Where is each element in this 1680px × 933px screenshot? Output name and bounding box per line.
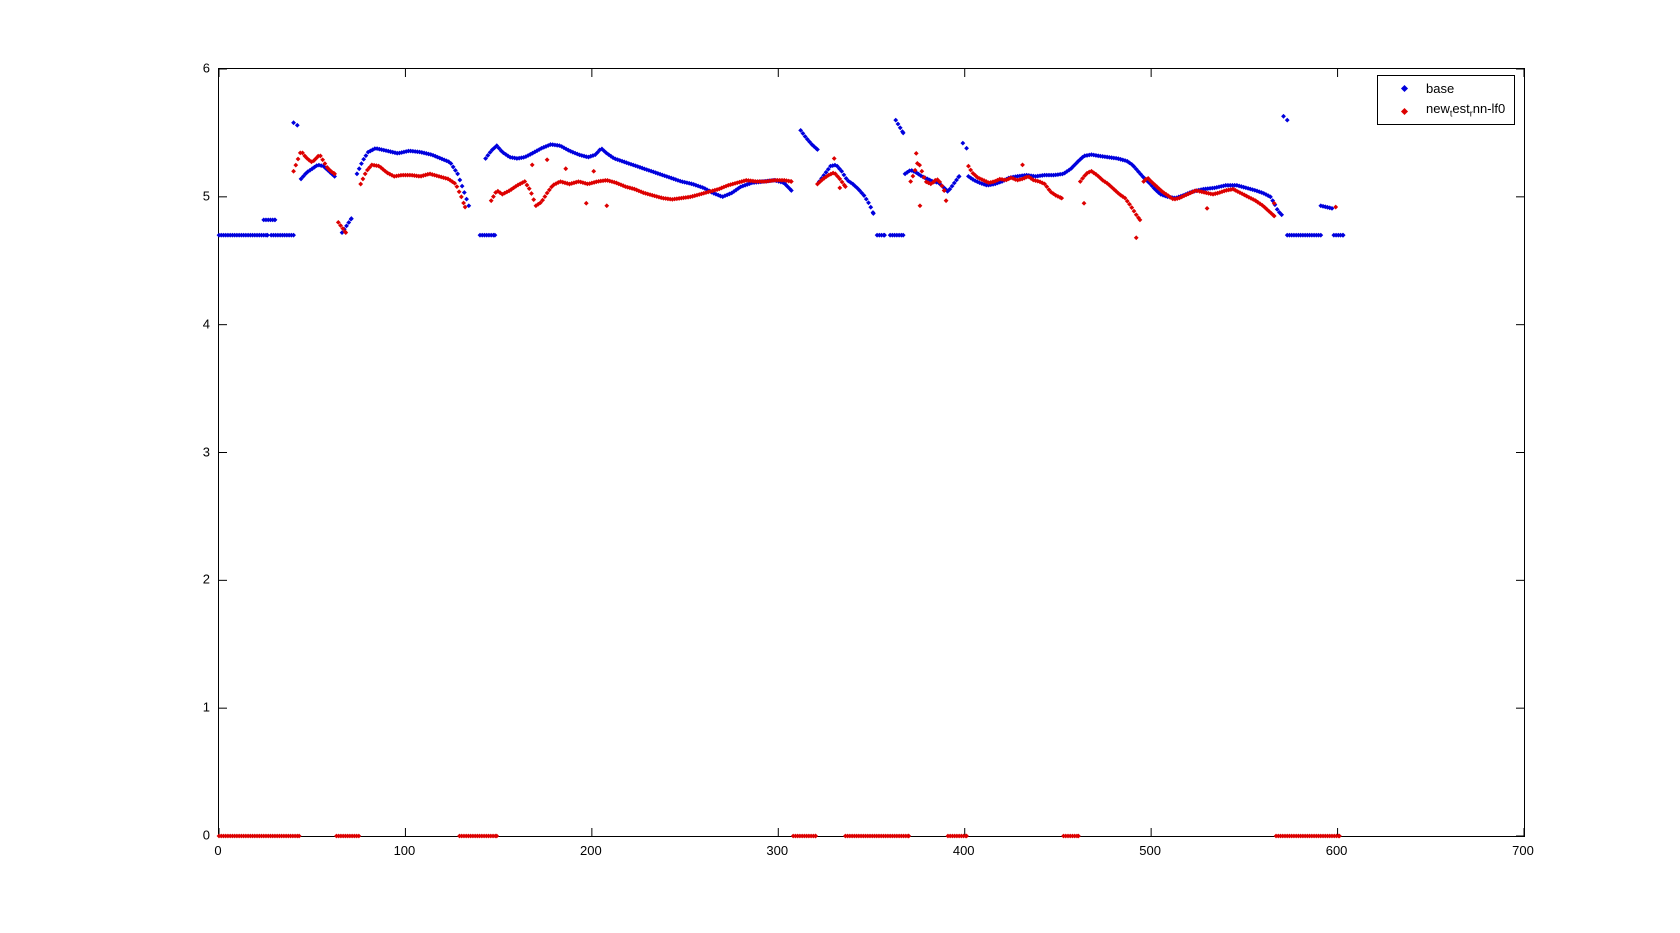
x-tick-label: 600 [1325,843,1348,858]
legend-entry-base: base [1378,80,1514,98]
x-tick-label: 700 [1512,843,1534,858]
y-tick-label: 2 [202,571,210,587]
base-series-marker-icon [1400,84,1409,93]
scatter-plot-canvas [216,68,1525,839]
legend-label-new-test-rnn-lf0: newtestrnn-lf0 [1426,101,1506,119]
x-tick-label: 200 [579,843,602,858]
new-test-rnn-lf0-series-marker-icon [1400,107,1409,116]
y-tick-label: 3 [202,444,210,459]
y-tick-label: 0 [202,827,210,843]
y-tick-label: 5 [202,188,210,204]
x-tick-label: 0 [214,843,222,858]
y-tick-label: 1 [202,699,210,715]
x-tick-label: 400 [952,843,975,858]
x-tick-label: 300 [766,843,789,858]
legend-label-base: base [1426,80,1455,96]
legend-entry-new-test-rnn-lf0: newtestrnn-lf0 [1378,101,1514,121]
plot-area [216,68,1525,839]
legend: base newtestrnn-lf0 [1377,75,1515,125]
y-tick-label: 6 [202,60,210,76]
x-tick-label: 100 [393,843,416,858]
y-tick-label: 4 [202,316,210,332]
x-tick-label: 500 [1139,843,1161,858]
